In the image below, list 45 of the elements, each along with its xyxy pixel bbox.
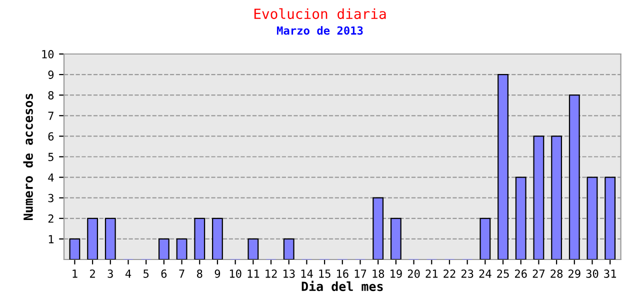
- x-tick-label: 16: [337, 269, 348, 278]
- x-tick-label: 31: [604, 269, 616, 278]
- x-tick-label: 22: [444, 269, 456, 278]
- x-tick-label: 23: [461, 269, 474, 278]
- y-tick-label: 3: [48, 194, 54, 202]
- y-tick-label: 9: [48, 70, 54, 79]
- x-tick-label: 28: [550, 269, 563, 278]
- y-tick-label: 4: [48, 173, 54, 182]
- y-tick-label: 1: [48, 235, 54, 244]
- x-tick-label: 1: [72, 270, 78, 278]
- x-tick-label: 8: [196, 269, 202, 278]
- x-tick-label: 29: [568, 269, 580, 278]
- x-tick-label: 5: [144, 270, 149, 278]
- x-tick-label: 30: [586, 269, 598, 278]
- x-tick-label: 12: [266, 269, 277, 278]
- x-tick-label: 20: [408, 269, 420, 278]
- y-tick-label: 2: [48, 214, 54, 223]
- x-tick-label: 11: [248, 270, 260, 278]
- x-axis-title: Dia del mes: [302, 280, 383, 292]
- x-tick-label: 9: [214, 269, 220, 278]
- y-tick-label: 8: [48, 91, 54, 100]
- x-tick-label: 18: [372, 269, 384, 278]
- x-tick-label: 2: [90, 269, 95, 278]
- y-axis-title: Numero de accesos: [23, 94, 33, 220]
- y-tick-label: 6: [48, 132, 54, 141]
- x-tick-label: 13: [284, 269, 295, 278]
- x-tick-label: 24: [479, 269, 492, 278]
- x-tick-label: 7: [179, 270, 184, 278]
- x-tick-label: 10: [230, 269, 242, 278]
- x-tick-label: 27: [532, 269, 545, 278]
- chart-title: Evolucion diaria: [254, 8, 386, 20]
- x-tick-label: 14: [301, 270, 313, 278]
- y-tick-label: 10: [42, 50, 54, 58]
- x-tick-label: 15: [319, 270, 330, 278]
- x-tick-label: 26: [514, 269, 527, 278]
- x-tick-label: 19: [390, 269, 402, 278]
- x-tick-label: 3: [108, 269, 113, 278]
- x-tick-label: 4: [125, 270, 132, 278]
- chart-subtitle: Marzo de 2013: [276, 26, 363, 35]
- y-tick-label: 5: [48, 152, 54, 162]
- x-tick-label: 25: [497, 269, 509, 278]
- x-tick-label: 21: [426, 269, 438, 278]
- x-tick-label: 6: [161, 269, 167, 278]
- y-tick-label: 7: [48, 112, 54, 120]
- x-tick-label: 17: [354, 270, 366, 278]
